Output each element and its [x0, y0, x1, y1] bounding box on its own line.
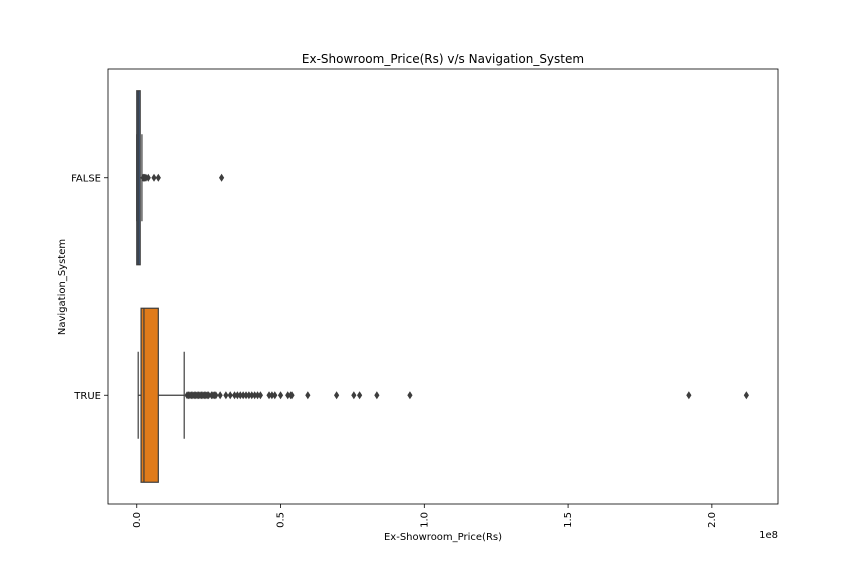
outlier-point [272, 391, 278, 400]
outlier-point [351, 391, 357, 400]
outlier-point [743, 391, 749, 400]
outlier-point [249, 391, 255, 400]
outlier-point [155, 173, 161, 182]
x-axis-label: Ex-Showroom_Price(Rs) [384, 532, 502, 543]
outlier-point [237, 391, 243, 400]
y-tick-label: FALSE [71, 173, 101, 184]
outlier-point [234, 391, 240, 400]
outlier-point [217, 391, 223, 400]
outlier-point [240, 391, 246, 400]
x-tick-label: 1.0 [419, 512, 430, 528]
outlier-point [266, 391, 272, 400]
x-axis: 0.0 0.5 1.0 1.5 2.0 [132, 504, 718, 528]
outlier-point [289, 391, 295, 400]
outlier-point [277, 391, 284, 400]
box-group-false [136, 90, 225, 266]
outlier-point [269, 391, 275, 400]
y-axis-label: Navigation_System [57, 239, 68, 335]
x-tick-label: 1.5 [563, 512, 574, 528]
outlier-point [246, 391, 252, 400]
outlier-point [357, 391, 363, 400]
x-tick-label: 0.5 [276, 512, 287, 528]
chart-title: Ex-Showroom_Price(Rs) v/s Navigation_Sys… [302, 52, 584, 66]
plot-frame [107, 68, 779, 505]
outlier-point [231, 391, 238, 400]
outlier-point [257, 391, 264, 400]
outlier-point [686, 391, 692, 400]
outlier-point [213, 391, 219, 400]
outlier-point [218, 173, 225, 182]
outlier-point [243, 391, 249, 400]
outlier-point [145, 173, 151, 182]
outlier-point [252, 391, 258, 400]
x-tick-label: 0.0 [132, 512, 143, 528]
outlier-point [374, 391, 380, 400]
outlier-point [407, 391, 413, 400]
outlier-point [206, 391, 212, 400]
outlier-point [334, 391, 340, 400]
y-tick-label: TRUE [73, 391, 101, 402]
outlier-point [305, 391, 311, 400]
x-tick-label: 2.0 [707, 512, 718, 528]
outlier-point [227, 391, 233, 400]
box-group-true [137, 307, 749, 483]
outlier-point [254, 391, 261, 400]
box [140, 307, 159, 483]
outlier-point [285, 391, 291, 400]
x-axis-offset-label: 1e8 [759, 530, 778, 541]
outlier-point [151, 173, 157, 182]
plot-area [136, 90, 749, 483]
outlier-point [223, 391, 229, 400]
y-axis: FALSE TRUE [71, 173, 108, 402]
